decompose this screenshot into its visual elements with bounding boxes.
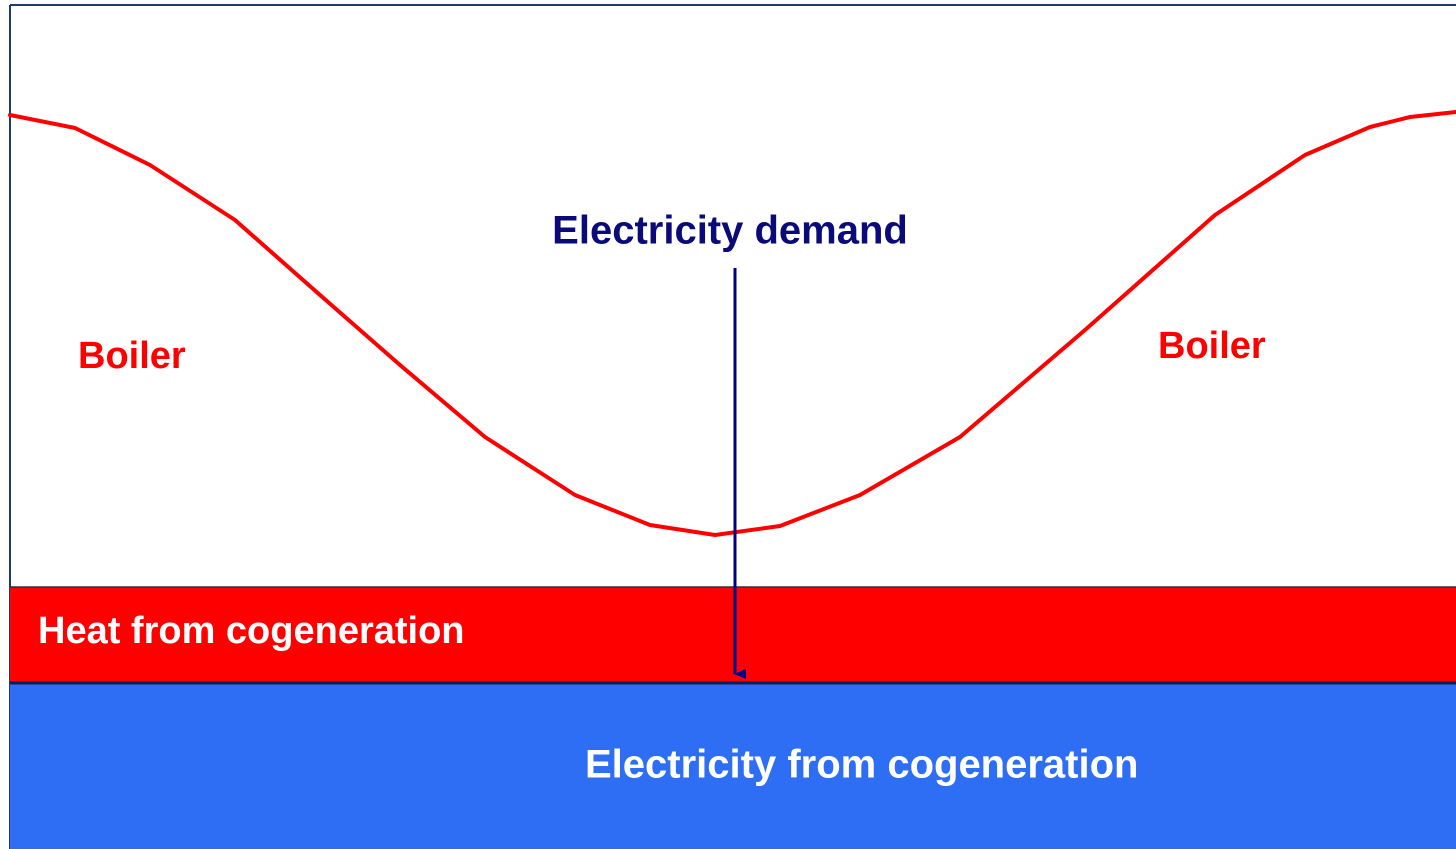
boiler-label: Boiler (1158, 325, 1266, 367)
electricity-band (10, 683, 1456, 849)
heat-band (10, 587, 1456, 683)
demand-label: Electricity demand (552, 209, 908, 253)
heat-label: Heat from cogeneration (38, 610, 465, 652)
boiler-label: Boiler (78, 335, 186, 377)
heat-demand-curve (8, 110, 1456, 537)
electricity-label: Electricity from cogeneration (585, 743, 1138, 787)
